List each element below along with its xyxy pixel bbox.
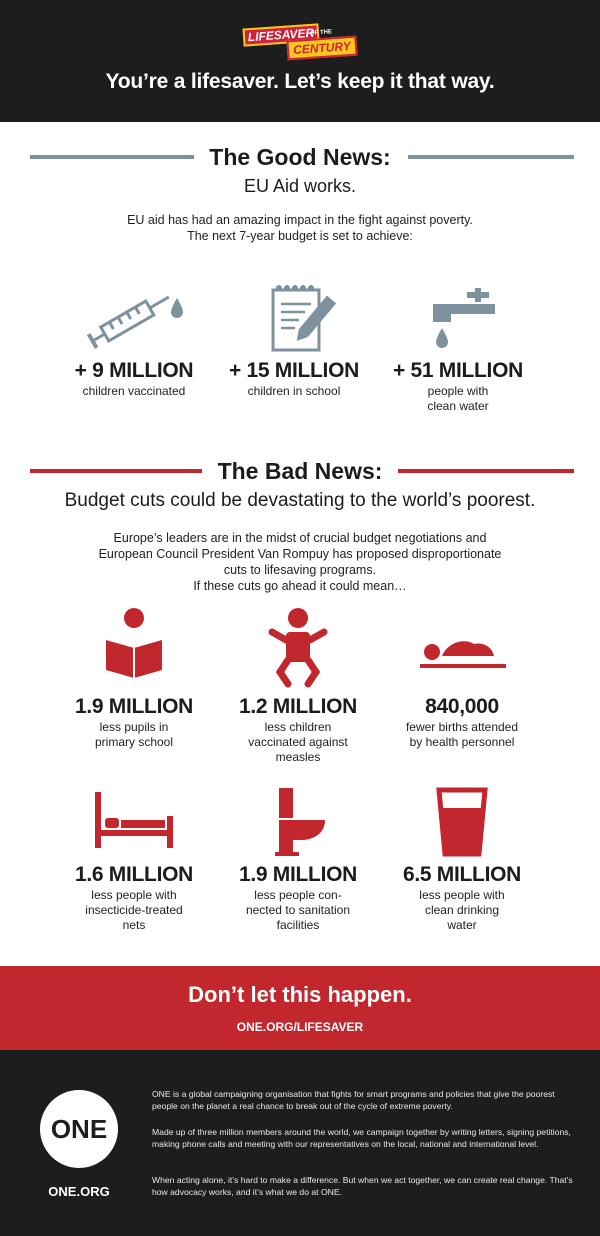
good-stat-school: + 15 MILLION children in school (214, 278, 374, 399)
good-news-rule-left (30, 155, 194, 159)
stat-description-line: insecticide-treated (85, 903, 183, 917)
stat-description-line: clean drinking (424, 903, 500, 917)
bad-stat-nets: 1.6 MILLION less people with insecticide… (54, 782, 214, 933)
stat-description-line: less pupils in (99, 720, 169, 734)
stat-value: + 15 MILLION (228, 359, 359, 382)
stat-description-line: nected to sanitation (245, 903, 351, 917)
water-tap-icon (433, 288, 495, 348)
stat-description-line: less people con- (254, 888, 342, 902)
reading-pupil-icon (106, 608, 162, 678)
bad-news-rule-right (398, 469, 574, 473)
bad-news-title: The Bad News: (217, 458, 383, 484)
stat-description: less people with insecticide-treated net… (54, 888, 214, 933)
good-news-heading: The Good News: (0, 142, 600, 172)
one-org-link[interactable]: ONE.ORG (48, 1184, 110, 1199)
stat-description-line: children vaccinated (82, 384, 186, 398)
stat-description-line: measles (275, 750, 321, 764)
stat-value: + 9 MILLION (74, 359, 194, 382)
bad-news-intro-line: Europe’s leaders are in the midst of cru… (113, 531, 487, 545)
stat-value: 1.6 MILLION (74, 863, 194, 886)
call-to-action-banner: Don’t let this happen. ONE.ORG/LIFESAVER (0, 966, 600, 1050)
stat-description: less children vaccinated against measles (218, 720, 378, 765)
stat-description-line: clean water (427, 399, 489, 413)
stat-value: 1.9 MILLION (74, 695, 194, 718)
bad-stat-pupils: 1.9 MILLION less pupils in primary schoo… (54, 604, 214, 750)
one-logo: ONE (40, 1090, 118, 1168)
stat-description-line: fewer births attended (405, 720, 519, 734)
stat-description-line: less people with (419, 888, 505, 902)
toilet-icon (275, 788, 325, 856)
tagline: You’re a lifesaver. Let’s keep it that w… (105, 70, 495, 93)
footer: ONE ONE.ORG ONE is a global campaigning … (0, 1050, 600, 1236)
stat-value: 1.2 MILLION (238, 695, 358, 718)
baby-icon (268, 608, 328, 688)
bad-stat-drinking-water: 6.5 MILLION less people with clean drink… (382, 782, 542, 933)
newborn-icon (420, 641, 506, 668)
good-news-rule-right (408, 155, 574, 159)
footer-paragraph: ONE is a global campaigning organisation… (152, 1089, 555, 1111)
stat-description-line: less people with (91, 888, 177, 902)
good-news-title: The Good News: (209, 144, 391, 170)
stat-value: 840,000 (425, 695, 499, 718)
header-bar: LIFESAVER OF THE CENTURY You’re a lifesa… (0, 0, 600, 122)
stat-description-line: facilities (276, 918, 320, 932)
good-stat-vaccinated: + 9 MILLION children vaccinated (54, 278, 214, 399)
bad-news-subtitle: Budget cuts could be devastating to the … (64, 490, 536, 511)
syringe-icon (86, 295, 183, 349)
stat-value: + 51 MILLION (392, 359, 523, 382)
cta-link[interactable]: ONE.ORG/LIFESAVER (236, 1020, 364, 1034)
bad-news-rule-left (30, 469, 202, 473)
stat-description-line: less children (264, 720, 332, 734)
footer-paragraph: When acting alone, it’s hard to make a d… (152, 1175, 573, 1197)
notebook-pencil-icon (271, 285, 337, 352)
bed-icon (95, 792, 173, 848)
bad-news-intro: Europe’s leaders are in the midst of cru… (0, 530, 600, 594)
stat-description-line: children in school (247, 384, 341, 398)
bad-news-heading: The Bad News: (0, 456, 600, 486)
stat-value: 1.9 MILLION (238, 863, 358, 886)
bad-news-intro-line: European Council President Van Rompuy ha… (98, 547, 502, 561)
stat-description-line: nets (122, 918, 146, 932)
stat-description-line: water (447, 918, 477, 932)
good-news-intro-line: The next 7-year budget is set to achieve… (187, 229, 413, 243)
good-news-intro: EU aid has had an amazing impact in the … (0, 212, 600, 244)
stat-description: less people con- nected to sanitation fa… (218, 888, 378, 933)
good-news-intro-line: EU aid has had an amazing impact in the … (127, 213, 473, 227)
bad-stat-sanitation: 1.9 MILLION less people con- nected to s… (218, 782, 378, 933)
stat-description-line: people with (427, 384, 489, 398)
bad-news-intro-line: If these cuts go ahead it could mean… (193, 579, 407, 593)
stat-description-line: primary school (94, 735, 174, 749)
lifesaver-logo: LIFESAVER OF THE CENTURY (239, 23, 359, 61)
stat-description-line: vaccinated against (248, 735, 348, 749)
bad-stat-births: 840,000 fewer births attended by health … (382, 604, 542, 750)
stat-description-line: by health personnel (409, 735, 515, 749)
stat-description: children vaccinated (54, 384, 214, 399)
footer-paragraph: Made up of three million members around … (152, 1127, 571, 1149)
bad-news-intro-line: cuts to lifesaving programs. (223, 563, 377, 577)
stat-description: fewer births attended by health personne… (382, 720, 542, 750)
good-stat-water: + 51 MILLION people with clean water (378, 278, 538, 414)
stat-value: 6.5 MILLION (402, 863, 522, 886)
cta-headline: Don’t let this happen. (188, 982, 412, 1007)
stat-description: children in school (214, 384, 374, 399)
stat-description: people with clean water (378, 384, 538, 414)
bad-stat-measles: 1.2 MILLION less children vaccinated aga… (218, 604, 378, 765)
water-glass-icon (436, 787, 488, 857)
stat-description: less people with clean drinking water (382, 888, 542, 933)
good-news-subtitle: EU Aid works. (243, 176, 357, 196)
logo-century-text: CENTURY (286, 35, 358, 61)
stat-description: less pupils in primary school (54, 720, 214, 750)
